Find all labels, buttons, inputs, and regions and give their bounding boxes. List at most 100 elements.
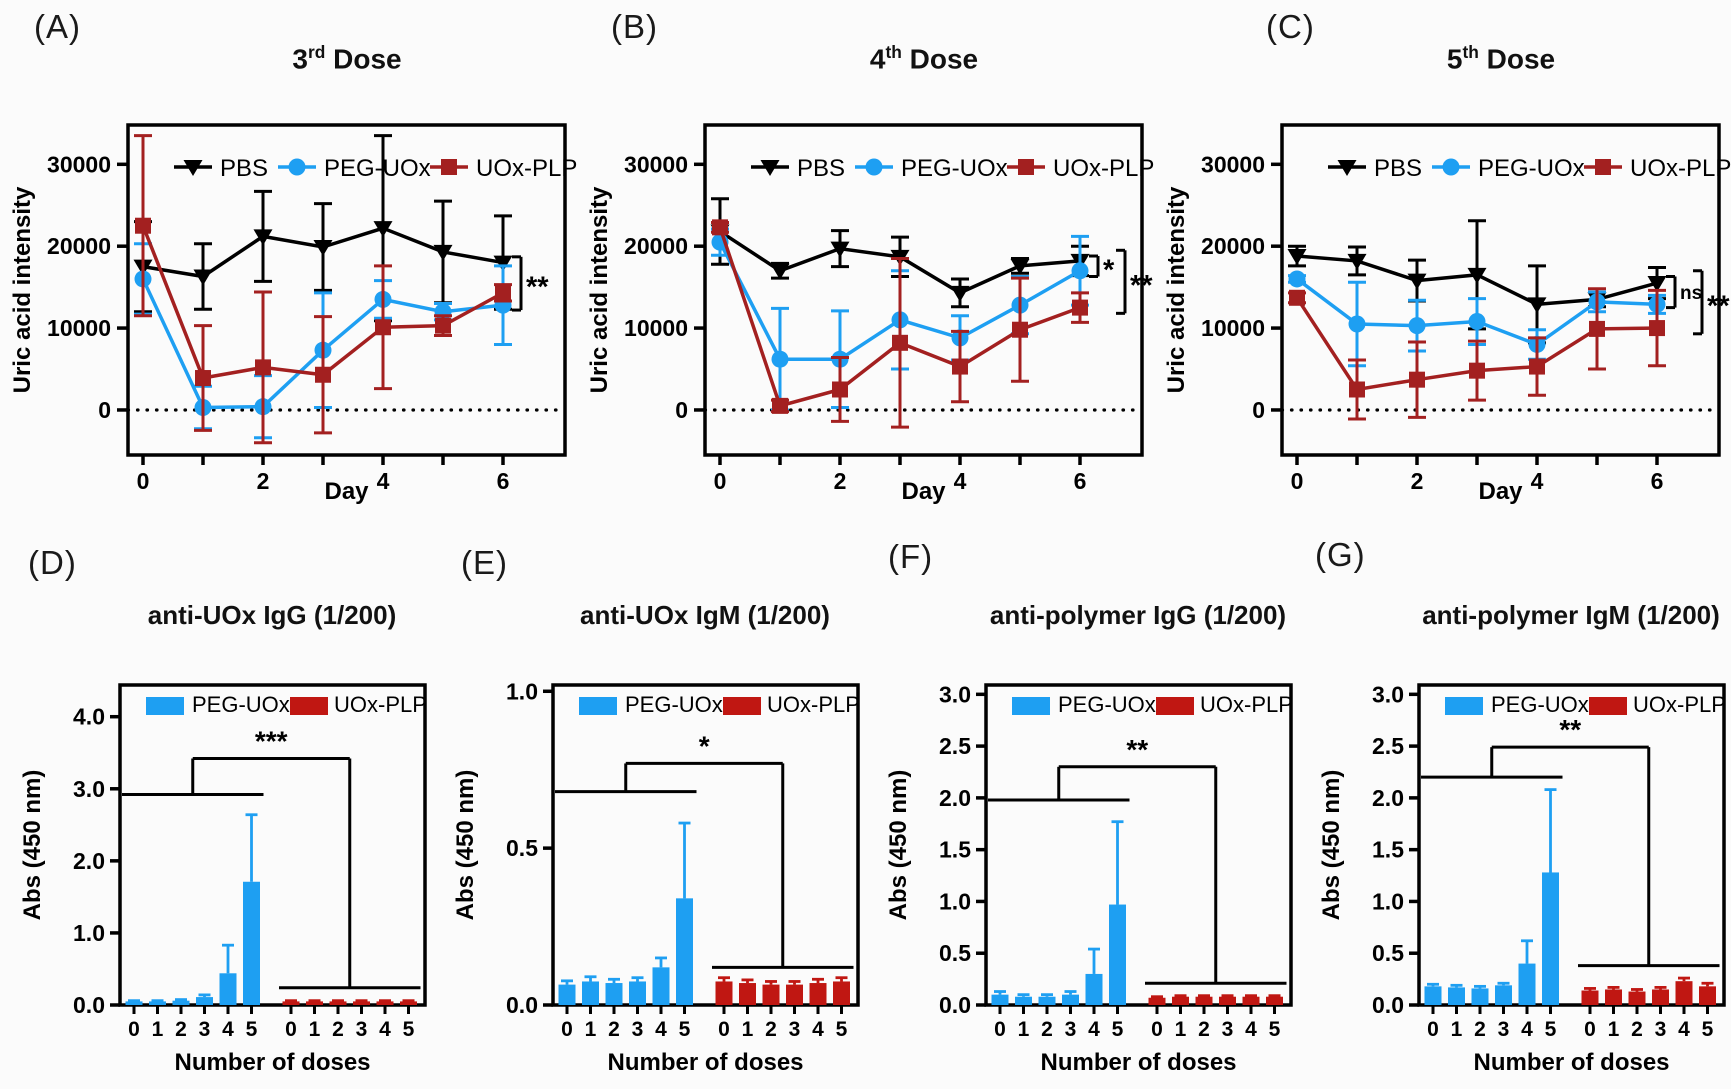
axes: 0 10000 20000 30000 0 2 4 6 xyxy=(1201,123,1721,494)
svg-text:3: 3 xyxy=(199,1018,211,1041)
line-chart-5th-dose: 0 10000 20000 30000 0 2 4 6 Uric acid intensity D… xyxy=(1163,123,1731,505)
svg-text:5: 5 xyxy=(1545,1018,1557,1041)
panel-label-d: (D) xyxy=(28,544,77,581)
panel-label-c: (C) xyxy=(1266,8,1315,45)
svg-text:0: 0 xyxy=(1427,1018,1439,1041)
chart-title-anti-uox-igg: anti-UOx IgG (1/200) xyxy=(148,600,397,631)
legend-label: UOx-PLP xyxy=(476,155,577,182)
bar-chart-anti-polymer-igg: 0.0 0.5 1.0 1.5 2.0 2.5 3.0 Abs (450 nm) Number … xyxy=(885,681,1293,1076)
svg-text:10000: 10000 xyxy=(624,315,688,341)
svg-text:0: 0 xyxy=(994,1018,1006,1041)
svg-text:1.0: 1.0 xyxy=(506,678,538,704)
svg-text:4: 4 xyxy=(954,468,967,494)
panel-label-g: (G) xyxy=(1315,536,1366,573)
panel-label-e: (E) xyxy=(461,544,508,581)
svg-text:0: 0 xyxy=(137,468,150,494)
axes: 0 10000 20000 30000 0 2 4 6 xyxy=(624,123,1144,494)
svg-text:1.5: 1.5 xyxy=(1372,837,1404,863)
svg-text:0: 0 xyxy=(675,397,688,423)
axes: 0.0 0.5 1.0 xyxy=(506,678,860,1018)
svg-text:0: 0 xyxy=(714,468,727,494)
sig-label: ns xyxy=(1680,283,1702,304)
legend: PBS PEG-UOx UOx-PLP xyxy=(174,155,577,182)
x-axis-label: Day xyxy=(1478,478,1523,505)
axes: 0.0 0.5 1.0 1.5 2.0 2.5 3.0 xyxy=(1372,681,1726,1018)
svg-text:1.0: 1.0 xyxy=(1372,888,1404,914)
y-axis-label: Uric acid intensity xyxy=(586,186,613,393)
svg-text:2: 2 xyxy=(1198,1018,1210,1041)
svg-text:4: 4 xyxy=(1521,1018,1533,1041)
x-axis-label: Number of doses xyxy=(1040,1049,1236,1076)
y-axis-label: Uric acid intensity xyxy=(9,186,36,393)
series-UOx-PLP xyxy=(1288,287,1666,421)
svg-text:0: 0 xyxy=(1252,397,1265,423)
legend-label: PEG-UOx xyxy=(901,155,1008,182)
svg-text:3.0: 3.0 xyxy=(1372,681,1404,707)
y-axis-label: Abs (450 nm) xyxy=(19,770,46,921)
sig-bracket: ns xyxy=(1666,274,1702,310)
svg-text:0.0: 0.0 xyxy=(73,992,105,1018)
panel-label-f: (F) xyxy=(888,538,934,575)
x-axis-label: Day xyxy=(324,478,369,505)
svg-text:2.5: 2.5 xyxy=(939,733,971,759)
svg-text:4: 4 xyxy=(1531,468,1544,494)
svg-text:4: 4 xyxy=(377,468,390,494)
legend-label: PBS xyxy=(1374,155,1422,182)
panel-C: (C) 5th Dose 0 10000 20000 30000 0 2 4 6 Uric ac… xyxy=(1154,0,1731,505)
sig-label: *** xyxy=(255,726,288,757)
legend-label: PEG-UOx xyxy=(1491,692,1589,717)
svg-text:30000: 30000 xyxy=(624,151,688,177)
svg-text:1.0: 1.0 xyxy=(73,920,105,946)
svg-text:0: 0 xyxy=(561,1018,573,1041)
svg-text:2: 2 xyxy=(175,1018,187,1041)
svg-text:5: 5 xyxy=(1269,1018,1281,1041)
sig-bracket: ** xyxy=(512,255,549,312)
legend-label: PBS xyxy=(220,155,268,182)
y-axis-label: Uric acid intensity xyxy=(1163,186,1190,393)
svg-text:0.5: 0.5 xyxy=(506,835,538,861)
svg-text:0: 0 xyxy=(98,397,111,423)
svg-text:0: 0 xyxy=(1584,1018,1596,1041)
legend-label: PBS xyxy=(797,155,845,182)
legend: PEG-UOx UOx-PLP xyxy=(146,692,427,717)
legend-label: UOx-PLP xyxy=(1630,155,1731,182)
legend-label: PEG-UOx xyxy=(324,155,431,182)
axes: 0.0 1.0 2.0 3.0 4.0 xyxy=(73,683,427,1018)
sig-label: ** xyxy=(1126,734,1148,765)
svg-text:0.5: 0.5 xyxy=(1372,940,1404,966)
svg-text:0: 0 xyxy=(718,1018,730,1041)
panel-F: (F) anti-polymer IgG (1/200) 0.0 0.5 1.0 1.… xyxy=(866,500,1299,1089)
svg-text:3.0: 3.0 xyxy=(939,681,971,707)
axes: 0.0 0.5 1.0 1.5 2.0 2.5 3.0 xyxy=(939,681,1293,1018)
y-axis-label: Abs (450 nm) xyxy=(452,770,479,921)
sig-bracket: * xyxy=(1089,254,1115,286)
svg-text:2.0: 2.0 xyxy=(1372,785,1404,811)
title-base: anti-polymer IgG (1/200) xyxy=(989,600,1287,630)
svg-text:2: 2 xyxy=(608,1018,620,1041)
svg-text:0: 0 xyxy=(1291,468,1304,494)
svg-text:3: 3 xyxy=(789,1018,801,1041)
svg-text:3: 3 xyxy=(356,1018,368,1041)
sig-label: ** xyxy=(1130,270,1153,302)
svg-text:30000: 30000 xyxy=(47,151,111,177)
title-rest: Dose xyxy=(325,43,402,75)
bar-chart-anti-uox-igm: 0.0 0.5 1.0 Abs (450 nm) Number of doses PEG-… xyxy=(452,678,860,1076)
svg-text:3: 3 xyxy=(632,1018,644,1041)
svg-text:2: 2 xyxy=(834,468,847,494)
svg-text:3: 3 xyxy=(1222,1018,1234,1041)
svg-text:5: 5 xyxy=(1702,1018,1714,1041)
axes: 0 10000 20000 30000 0 2 4 6 xyxy=(47,123,567,494)
svg-text:1: 1 xyxy=(585,1018,597,1041)
svg-text:10000: 10000 xyxy=(1201,315,1265,341)
title-sup: th xyxy=(1462,42,1479,62)
legend-label: UOx-PLP xyxy=(1633,692,1726,717)
svg-text:4: 4 xyxy=(812,1018,824,1041)
legend-label: UOx-PLP xyxy=(1053,155,1154,182)
svg-text:1: 1 xyxy=(1608,1018,1620,1041)
line-chart-4th-dose: 0 10000 20000 30000 0 2 4 6 Uric acid intensity D… xyxy=(586,123,1154,505)
sig-bracket: ** xyxy=(1693,269,1730,336)
panel-G: (G) anti-polymer IgM (1/200) 0.0 0.5 1.0 1.… xyxy=(1299,500,1731,1089)
svg-text:2: 2 xyxy=(332,1018,344,1041)
title-sup: rd xyxy=(307,42,326,62)
